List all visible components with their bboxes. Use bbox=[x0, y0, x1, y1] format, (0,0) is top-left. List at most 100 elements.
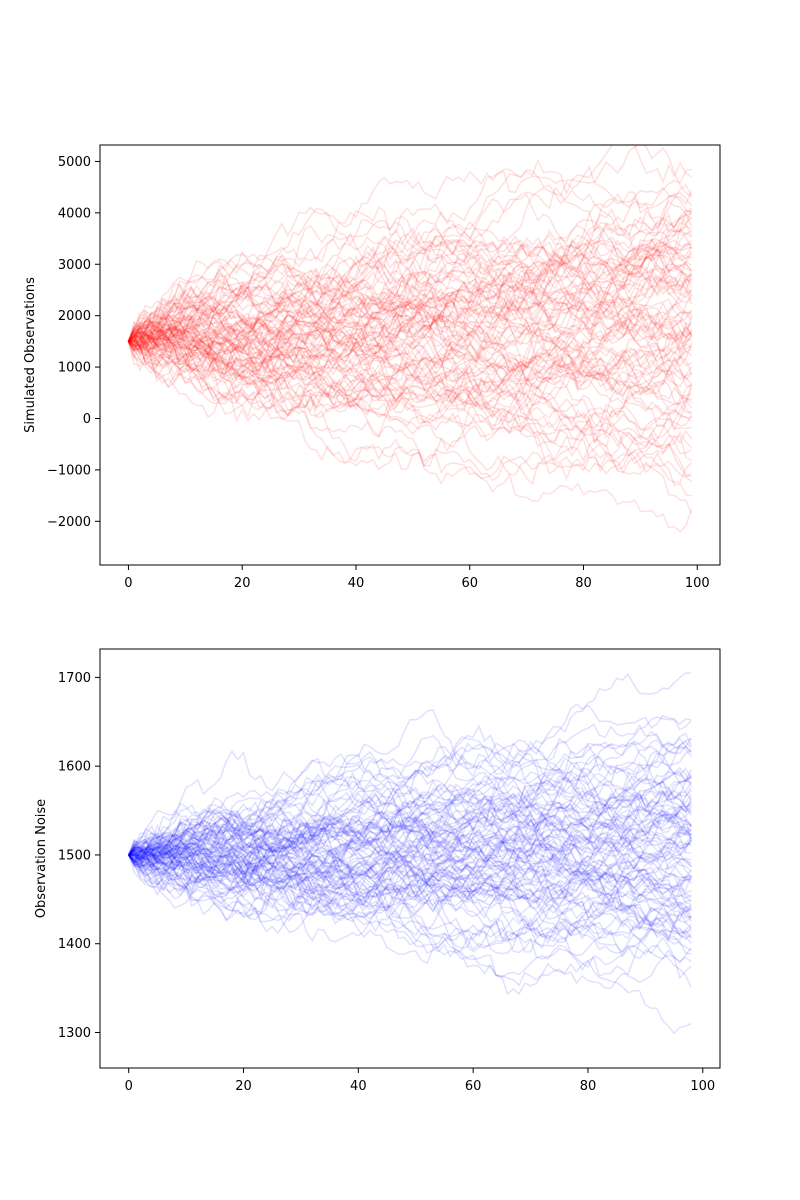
series-line bbox=[128, 835, 692, 913]
series-line bbox=[128, 809, 692, 923]
series-line bbox=[127, 243, 692, 402]
series-line bbox=[127, 274, 693, 406]
series-line bbox=[127, 282, 693, 377]
series-line bbox=[128, 741, 692, 872]
series-line bbox=[128, 672, 692, 882]
series-line bbox=[128, 838, 692, 945]
series-line bbox=[128, 296, 693, 385]
series-line bbox=[128, 854, 692, 920]
series-line bbox=[127, 216, 693, 342]
series-line bbox=[127, 340, 693, 483]
series-line bbox=[127, 234, 693, 348]
series-line bbox=[128, 854, 692, 954]
series-line bbox=[128, 854, 692, 954]
series-line bbox=[128, 799, 692, 881]
series-line bbox=[127, 788, 692, 909]
series-line bbox=[127, 250, 693, 349]
x-tick-label: 40 bbox=[350, 1079, 367, 1094]
plot-frame-bottom bbox=[99, 648, 721, 1069]
series-line bbox=[128, 815, 692, 909]
series-line bbox=[128, 851, 692, 984]
y-tick-label: 0 bbox=[83, 412, 91, 427]
series-line bbox=[127, 283, 693, 460]
series-line bbox=[128, 336, 693, 483]
series-line bbox=[128, 801, 692, 915]
simulated-observations-panel: 0 20 40 60 80 100 −2000 −1000 0 1000 2000 3000 4000… bbox=[23, 144, 721, 591]
series-line bbox=[128, 799, 692, 869]
series-line bbox=[128, 332, 693, 419]
series-line bbox=[128, 279, 692, 358]
series-line bbox=[127, 242, 692, 387]
series-line bbox=[127, 305, 692, 398]
series-line bbox=[128, 849, 692, 995]
series-line bbox=[127, 335, 692, 424]
series-line bbox=[128, 772, 692, 892]
series-line bbox=[127, 325, 693, 411]
series-line bbox=[128, 331, 693, 430]
x-tick-label: 80 bbox=[580, 1079, 597, 1094]
series-line bbox=[128, 828, 692, 905]
series-line bbox=[128, 824, 692, 886]
series-line bbox=[127, 145, 693, 355]
series-line bbox=[128, 737, 692, 886]
series-line bbox=[127, 329, 693, 401]
series-line bbox=[128, 749, 692, 884]
series-line bbox=[127, 310, 693, 394]
series-line bbox=[128, 802, 692, 864]
x-tick-label: 100 bbox=[685, 576, 710, 591]
series-line bbox=[128, 813, 692, 871]
x-tick-label: 60 bbox=[461, 576, 478, 591]
series-line bbox=[127, 273, 693, 355]
y-tick-label: 1600 bbox=[58, 760, 91, 775]
series-line bbox=[128, 823, 692, 907]
series-line bbox=[127, 322, 692, 378]
series-line bbox=[128, 263, 692, 354]
series-line bbox=[128, 192, 692, 344]
series-line bbox=[128, 799, 692, 856]
y-tick-label: −2000 bbox=[47, 515, 91, 530]
series-line bbox=[128, 800, 692, 857]
series-line bbox=[128, 703, 692, 866]
series-line bbox=[128, 793, 692, 866]
series-line bbox=[128, 259, 692, 376]
series-line bbox=[128, 281, 693, 370]
series-line bbox=[128, 781, 692, 894]
series-line bbox=[128, 741, 692, 860]
series-line bbox=[127, 239, 693, 342]
x-axis-ticks-bottom: 0 20 40 60 80 100 bbox=[125, 1068, 715, 1094]
series-line bbox=[128, 730, 692, 860]
series-line bbox=[127, 292, 693, 382]
series-line bbox=[128, 819, 692, 965]
series-line bbox=[127, 207, 693, 423]
series-line bbox=[127, 776, 692, 870]
series-line bbox=[127, 336, 692, 462]
y-axis-label-top: Simulated Observations bbox=[23, 277, 38, 433]
series-line bbox=[128, 723, 692, 863]
series-line bbox=[127, 208, 693, 358]
series-line bbox=[128, 738, 692, 864]
series-line bbox=[128, 838, 692, 1035]
series-line bbox=[128, 308, 693, 385]
series-line bbox=[128, 802, 692, 898]
series-line bbox=[127, 272, 693, 376]
series-line bbox=[127, 231, 693, 416]
series-line bbox=[128, 836, 692, 903]
x-axis-ticks-top: 0 20 40 60 80 100 bbox=[124, 565, 710, 591]
plot-frame-top bbox=[99, 144, 721, 566]
series-line bbox=[127, 244, 693, 343]
series-line bbox=[128, 817, 692, 955]
series-line bbox=[128, 792, 692, 954]
series-line bbox=[127, 323, 692, 405]
series-line bbox=[128, 817, 693, 906]
series-line bbox=[127, 315, 692, 478]
series-line bbox=[128, 303, 693, 383]
series-line bbox=[128, 838, 692, 939]
series-line bbox=[127, 328, 693, 478]
series-line bbox=[128, 762, 692, 891]
series-line bbox=[127, 338, 693, 418]
series-line bbox=[128, 790, 692, 893]
y-tick-label: 3000 bbox=[58, 258, 91, 273]
series-line bbox=[128, 844, 692, 932]
series-line bbox=[127, 225, 692, 354]
